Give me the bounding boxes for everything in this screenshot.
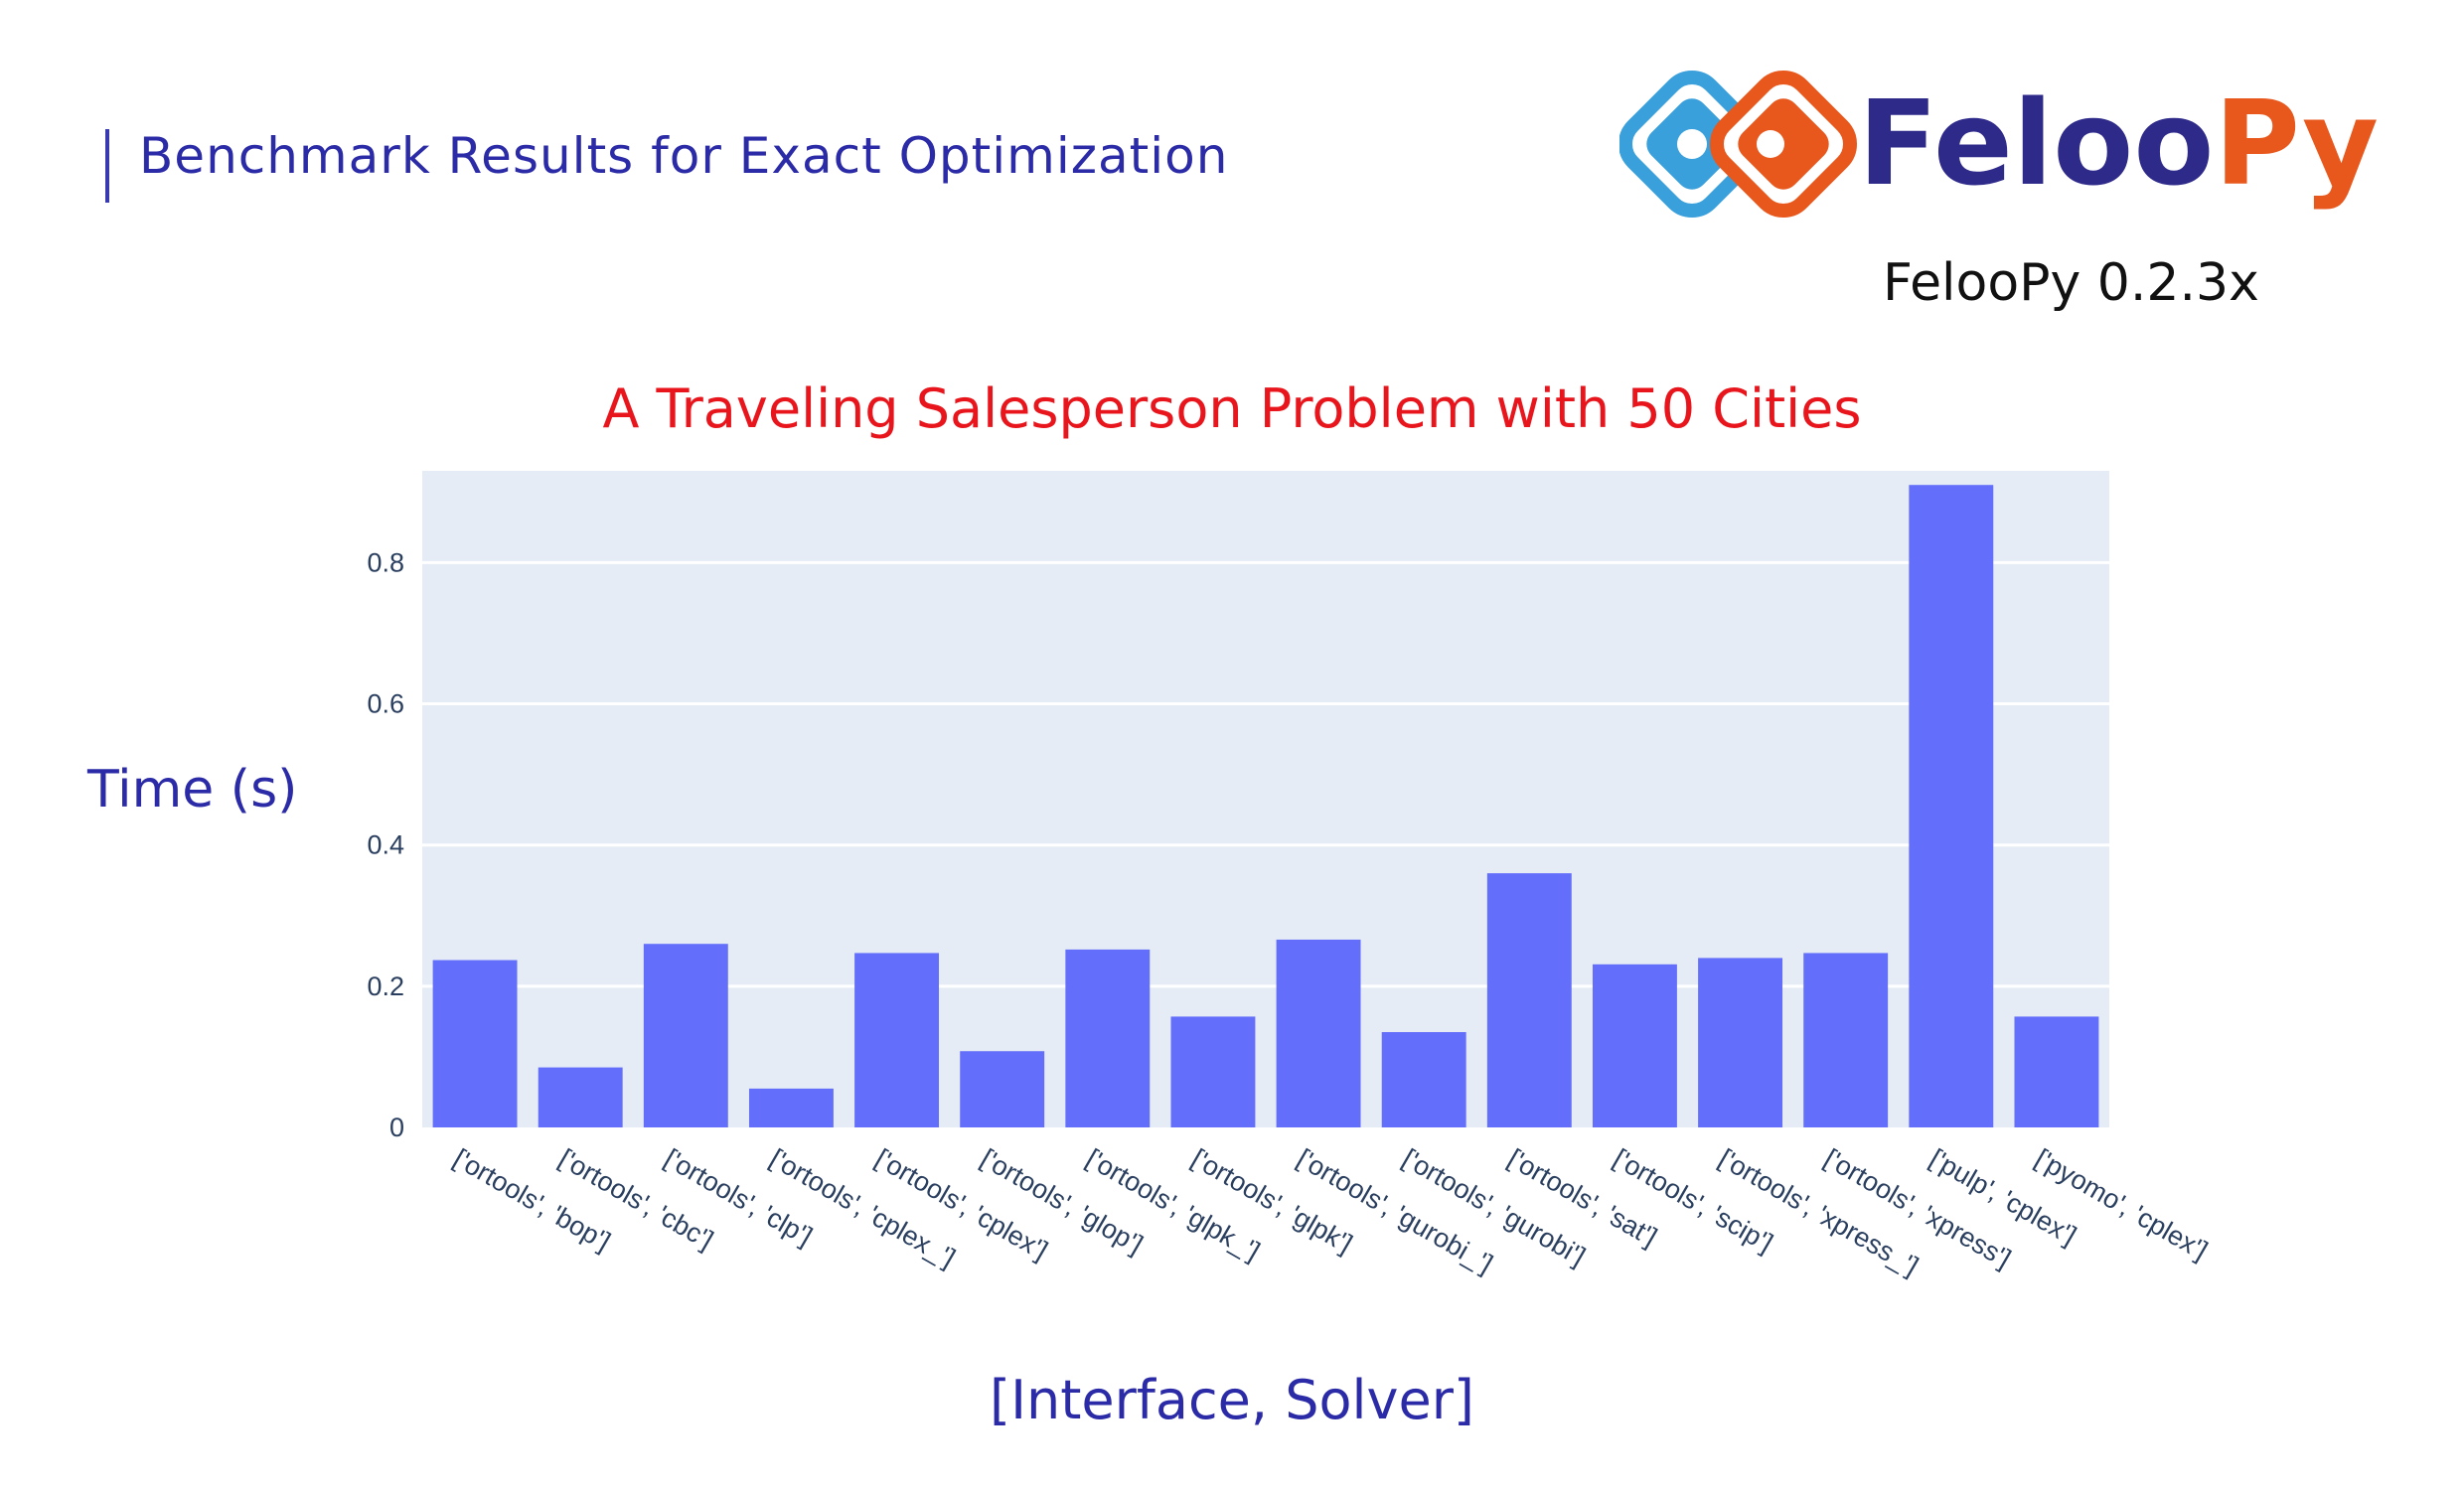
bars (432, 485, 2099, 1127)
y-tick-label: 0.6 (367, 689, 404, 719)
x-tick-label: ['ortools', 'gurobi_'] (1292, 1143, 1497, 1279)
y-axis-label: Time (s) (87, 760, 298, 819)
bar (1065, 949, 1151, 1127)
logo-mark-icon (1619, 70, 1858, 219)
bar (960, 1051, 1045, 1127)
bar (1276, 939, 1361, 1127)
bar (432, 960, 518, 1127)
y-tick-label: 0 (389, 1113, 404, 1142)
bar (1381, 1032, 1466, 1127)
bar (643, 944, 728, 1127)
bar (1170, 1016, 1256, 1127)
bar (1486, 873, 1572, 1127)
x-tick-label: ['ortools', 'cplex_'] (765, 1143, 961, 1273)
y-tick-label: 0.2 (367, 971, 404, 1001)
version-label: FelooPy 0.2.3x (1883, 253, 2259, 313)
y-tick-labels: 0 0.2 0.4 0.6 0.8 (367, 547, 404, 1142)
bar (1909, 485, 1994, 1127)
x-tick-label: ['ortools', 'cplex'] (870, 1143, 1053, 1265)
header-title: Benchmark Results for Exact Optimization (139, 127, 1229, 185)
chart-title: A Traveling Salesperson Problem with 50 … (602, 377, 1862, 440)
feloopy-logo: FelooPy (1619, 70, 2379, 219)
y-tick-label: 0.8 (367, 547, 404, 577)
bar (538, 1067, 623, 1127)
svg-text:FelooPy: FelooPy (1858, 74, 2379, 212)
y-tick-label: 0.4 (367, 830, 404, 860)
bar (854, 953, 940, 1127)
x-axis-label: [Interface, Solver] (990, 1369, 1474, 1431)
bar (1698, 958, 1783, 1127)
bar (1803, 953, 1889, 1127)
x-tick-label: ['ortools', 'glpk_'] (1081, 1143, 1265, 1266)
x-tick-labels: ['ortools', 'bop']['ortools', 'cbc']['or… (448, 1143, 2212, 1281)
bar (748, 1088, 834, 1127)
x-tick-label: ['pyomo', 'cplex'] (2030, 1143, 2213, 1265)
header-accent-bar (105, 129, 109, 203)
bar (1592, 964, 1677, 1127)
bar (2014, 1016, 2099, 1127)
x-tick-label: ['ortools', 'xpress_'] (1714, 1143, 1924, 1281)
